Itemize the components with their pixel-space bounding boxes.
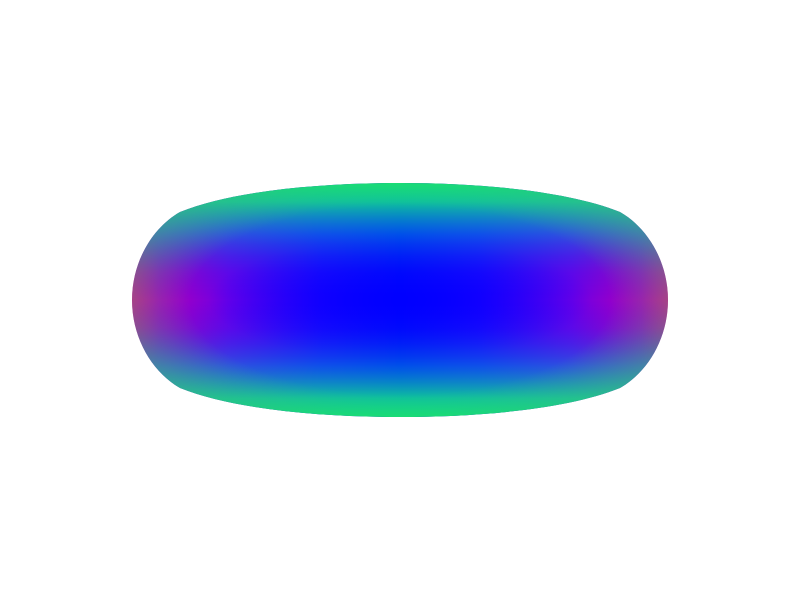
spheroid-body — [132, 183, 668, 417]
